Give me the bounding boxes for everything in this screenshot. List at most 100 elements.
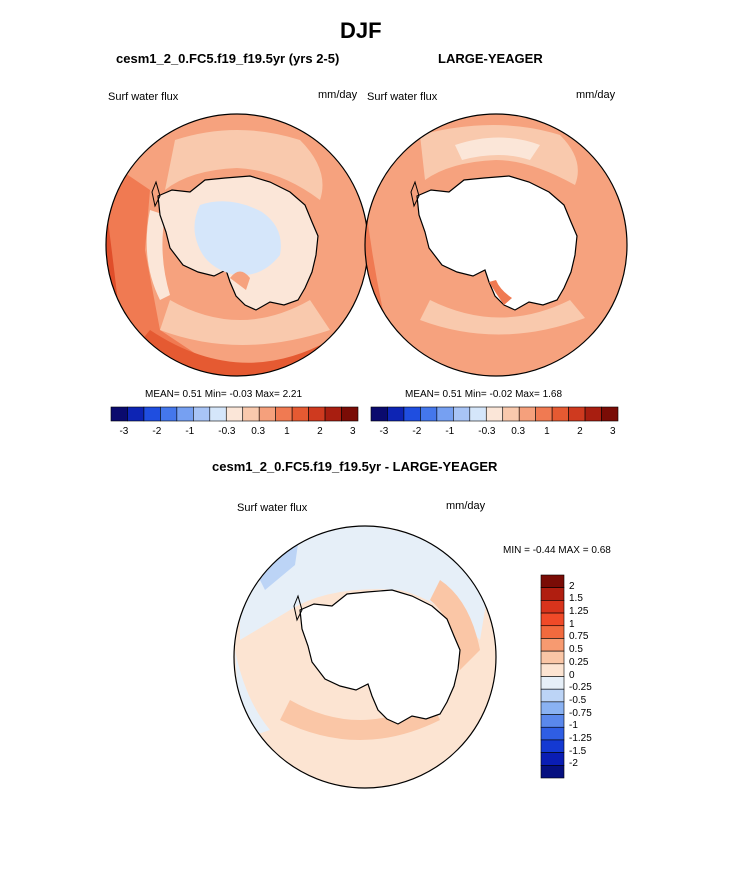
difference-colorbar-swatch [540,765,565,779]
left-panel-header: cesm1_2_0.FC5.f19_f19.5yr (yrs 2-5) [116,51,340,66]
right-min-label: Min= [464,389,487,400]
right-colorbar-tick-label: -0.3 [478,426,496,437]
difference-polar-map [233,525,497,789]
right-colorbar-tick-label: -3 [379,426,389,437]
right-colorbar-tick-label: 2 [577,426,583,437]
left-mean-label: MEAN= [145,389,180,400]
left-colorbar-tick-label: -3 [119,426,129,437]
right-colorbar-tick-label: 1 [544,426,550,437]
difference-colorbar-swatch [540,752,565,766]
left-colorbar-swatch [341,406,359,422]
difference-colorbar-swatch [540,638,565,652]
right-colorbar-swatch [485,406,504,422]
left-colorbar-swatch [291,406,309,422]
left-colorbar-swatch [258,406,276,422]
difference-colorbar-swatch [540,612,565,627]
left-max-label: Max= [255,389,280,400]
left-colorbar-tick-label: -0.3 [218,426,236,437]
left-mean-value: 0.51 [182,389,202,400]
left-colorbar-swatch [324,406,342,422]
difference-colorbar-swatch [540,739,565,753]
right-colorbar-swatch [370,406,388,422]
right-min-value: -0.02 [489,389,513,400]
left-min-label: Min= [204,389,227,400]
right-colorbar-tick-label: -1 [445,426,455,437]
right-colorbar-tick-label: 3 [610,426,616,437]
difference-colorbar-swatch [540,650,565,665]
difference-colorbar-swatch [540,726,565,741]
difference-panel-units: mm/day [446,500,486,512]
left-max-value: 2.21 [282,389,303,400]
difference-colorbar-swatch [540,663,565,677]
right-colorbar-swatch [601,406,619,422]
difference-colorbar-label: 0.25 [569,656,589,668]
difference-colorbar-label: -0.25 [569,682,592,694]
right-colorbar-swatch [453,406,471,422]
left-colorbar-swatch [143,406,161,422]
difference-colorbar-label: 1.25 [569,606,589,618]
difference-colorbar-swatch [540,600,565,614]
right-max-value: 1.68 [542,389,563,400]
difference-colorbar-label: -1.5 [569,745,587,757]
right-colorbar-swatch [436,406,454,422]
left-colorbar-tick-label: 2 [317,426,323,437]
right-panel-units: mm/day [576,89,616,101]
left-colorbar-swatch [225,406,244,422]
right-colorbar-tick-label: 0.3 [511,426,526,437]
difference-colorbar-label: 1 [569,618,575,630]
right-colorbar-tick-label: -2 [412,426,422,437]
left-colorbar-swatch [160,406,178,422]
left-colorbar-swatch [193,406,211,422]
difference-colorbar-swatch [540,676,565,690]
right-max-label: Max= [515,389,540,400]
difference-colorbar-swatch [540,714,565,728]
difference-colorbar-label: 0.5 [569,644,583,656]
right-panel-label: Surf water flux [367,91,438,103]
right-colorbar-swatch [568,406,586,422]
difference-colorbar-label: 2 [569,580,575,592]
right-colorbar-swatch [518,406,536,422]
right-colorbar-swatch [403,406,421,422]
difference-colorbar-swatch [540,574,565,588]
left-colorbar-swatch [242,406,260,422]
difference-colorbar [540,574,565,779]
left-colorbar-tick-label: 1 [284,426,290,437]
difference-colorbar-label: -1 [569,720,578,732]
left-colorbar-tick-label: 0.3 [251,426,266,437]
difference-colorbar-swatch [540,625,565,639]
right-colorbar [370,406,619,422]
right-colorbar-swatch [387,406,405,422]
right-colorbar-swatch [469,406,487,422]
left-colorbar-swatch [110,406,128,422]
right-colorbar-swatch [551,406,569,422]
left-colorbar-tick-label: -1 [185,426,195,437]
difference-colorbar-label: 1.5 [569,593,583,605]
difference-colorbar-label: -1.25 [569,732,592,744]
left-colorbar-tick-label: -2 [152,426,162,437]
left-stats: MEAN= 0.51 Min= -0.03 Max= 2.21 [145,389,302,400]
right-panel-header: LARGE-YEAGER [438,51,543,66]
right-stats: MEAN= 0.51 Min= -0.02 Max= 1.68 [405,389,562,400]
left-colorbar-swatch [275,406,293,422]
difference-colorbar-label: 0 [569,669,575,681]
figure-title: DJF [340,18,382,43]
difference-colorbar-swatch [540,587,565,601]
right-colorbar-swatch [420,406,438,422]
right-colorbar-swatch [584,406,602,422]
right-colorbar-swatch [502,406,520,422]
difference-colorbar-swatch [540,688,565,703]
difference-panel-label: Surf water flux [237,502,308,514]
right-polar-map [364,113,628,377]
left-colorbar-swatch [308,406,326,422]
difference-minmax: MIN = -0.44 MAX = 0.68 [503,545,611,556]
left-colorbar [110,406,359,422]
left-colorbar-swatch [176,406,194,422]
left-panel-label: Surf water flux [108,91,179,103]
left-colorbar-swatch [127,406,145,422]
difference-colorbar-swatch [540,701,565,715]
right-mean-value: 0.51 [442,389,462,400]
difference-colorbar-label: -0.75 [569,707,592,719]
right-colorbar-swatch [535,406,553,422]
left-panel-units: mm/day [318,89,358,101]
